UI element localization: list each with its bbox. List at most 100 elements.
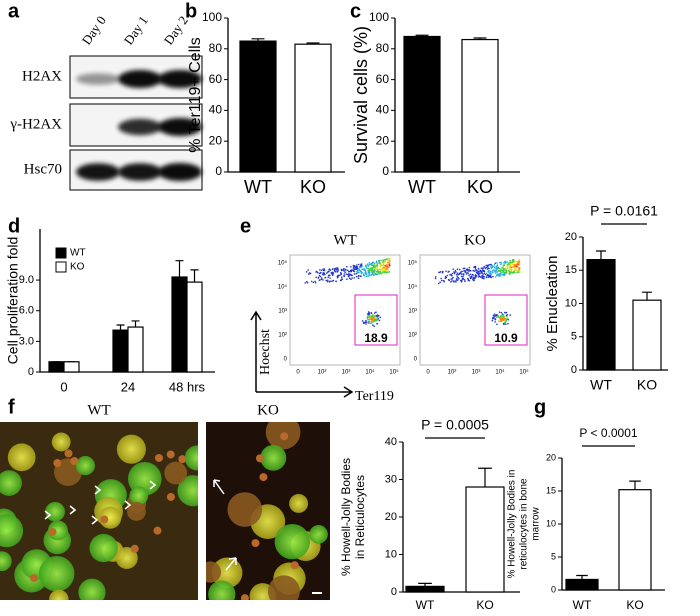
legend-label: WT [70, 248, 86, 259]
y-tick-label: 10 [546, 518, 556, 528]
x-tick-label: KO [300, 177, 326, 197]
flow-dot [502, 322, 505, 325]
flow-dot [384, 259, 386, 261]
flow-dot [493, 317, 495, 320]
flow-dot [318, 272, 321, 275]
flow-dot [488, 263, 491, 266]
flow-dot [372, 321, 375, 323]
flow-dot [501, 271, 504, 274]
flow-dot [505, 318, 508, 321]
flow-dot [461, 270, 463, 273]
flow-dot [343, 270, 345, 272]
flow-dot [474, 268, 477, 270]
flow-dot [511, 259, 514, 262]
y-axis-label: % Enucleation [544, 256, 561, 352]
flow-dot [441, 279, 443, 282]
flow-dot [375, 273, 377, 276]
flow-dot [458, 268, 461, 271]
flow-dot [487, 271, 490, 273]
flow-dot [348, 272, 350, 275]
flow-dot [372, 266, 375, 269]
flow-dot [388, 271, 391, 273]
y-tick-label: 0 [551, 584, 556, 594]
flow-dot [464, 271, 467, 274]
flow-dot [378, 273, 381, 275]
flow-dot [490, 266, 492, 268]
flow-dot [324, 273, 326, 276]
flow-dot [500, 261, 502, 264]
flow-dot [503, 273, 506, 276]
reticulocyte [256, 454, 265, 463]
flow-dot [360, 263, 363, 265]
flow-dot [345, 273, 347, 275]
flow-dot [516, 270, 518, 273]
blot-band [118, 118, 162, 136]
legend-swatch [55, 261, 67, 273]
flow-dot [485, 266, 488, 269]
flow-title: KO [464, 232, 486, 248]
y-tick-label: 100 [369, 10, 389, 24]
reticulocyte [166, 450, 175, 459]
y-tick-label: 60 [209, 72, 223, 86]
flow-dot [377, 318, 380, 320]
cell [0, 551, 12, 572]
bar [48, 361, 65, 373]
flow-dot [325, 279, 328, 282]
flow-dot [379, 316, 382, 319]
flow-dot [368, 261, 371, 264]
flow-dot [498, 261, 501, 264]
y-tick-label: 3.0 [19, 335, 34, 347]
cell [115, 546, 138, 569]
flow-dot [506, 267, 509, 270]
flow-dot [437, 282, 440, 285]
micrograph-label: WT [87, 402, 110, 418]
flow-dot [462, 277, 465, 280]
flow-dot [371, 272, 374, 275]
flow-dot [443, 279, 445, 282]
flow-dot [357, 263, 360, 266]
flow-dot [330, 280, 332, 283]
blot-band [158, 70, 202, 88]
y-tick-label: 20 [209, 133, 223, 147]
flow-dot [310, 280, 313, 283]
flow-dot [506, 261, 509, 263]
flow-dot [346, 269, 349, 272]
flow-dot [386, 263, 388, 266]
flow-dot [348, 277, 351, 280]
y-tick-label: 20 [546, 452, 556, 462]
flow-dot [361, 268, 364, 270]
flow-x-tick: 10⁵ [519, 369, 529, 376]
flow-dot [485, 276, 488, 279]
flow-dot [387, 261, 390, 264]
flow-dot [368, 312, 371, 314]
error-bar [131, 320, 140, 328]
flow-dot [491, 271, 494, 274]
flow-dot [500, 311, 503, 314]
flow-dot [320, 278, 323, 281]
flow-dot [446, 274, 449, 277]
reticulocyte [240, 594, 249, 600]
flow-dot [502, 316, 504, 319]
x-tick-label: WT [408, 177, 436, 197]
cell [51, 432, 71, 452]
flow-dot [518, 259, 520, 261]
flow-dot [488, 272, 491, 275]
cell [260, 444, 287, 471]
flow-dot [307, 269, 309, 271]
flow-dot [463, 267, 466, 270]
cell [45, 501, 65, 522]
flow-dot [475, 269, 478, 272]
flow-dot [484, 273, 487, 276]
x-tick-label: WT [416, 598, 435, 612]
flow-title: WT [333, 232, 356, 248]
flow-dot [336, 270, 338, 272]
flow-dot [467, 272, 469, 275]
flow-dot [513, 264, 516, 266]
flow-dot [479, 272, 481, 275]
flow-dot [337, 274, 339, 277]
flow-dot [356, 269, 359, 272]
flow-dot [376, 267, 378, 270]
flow-dot [379, 263, 381, 266]
flow-dot [492, 275, 494, 278]
flow-dot [511, 263, 514, 265]
